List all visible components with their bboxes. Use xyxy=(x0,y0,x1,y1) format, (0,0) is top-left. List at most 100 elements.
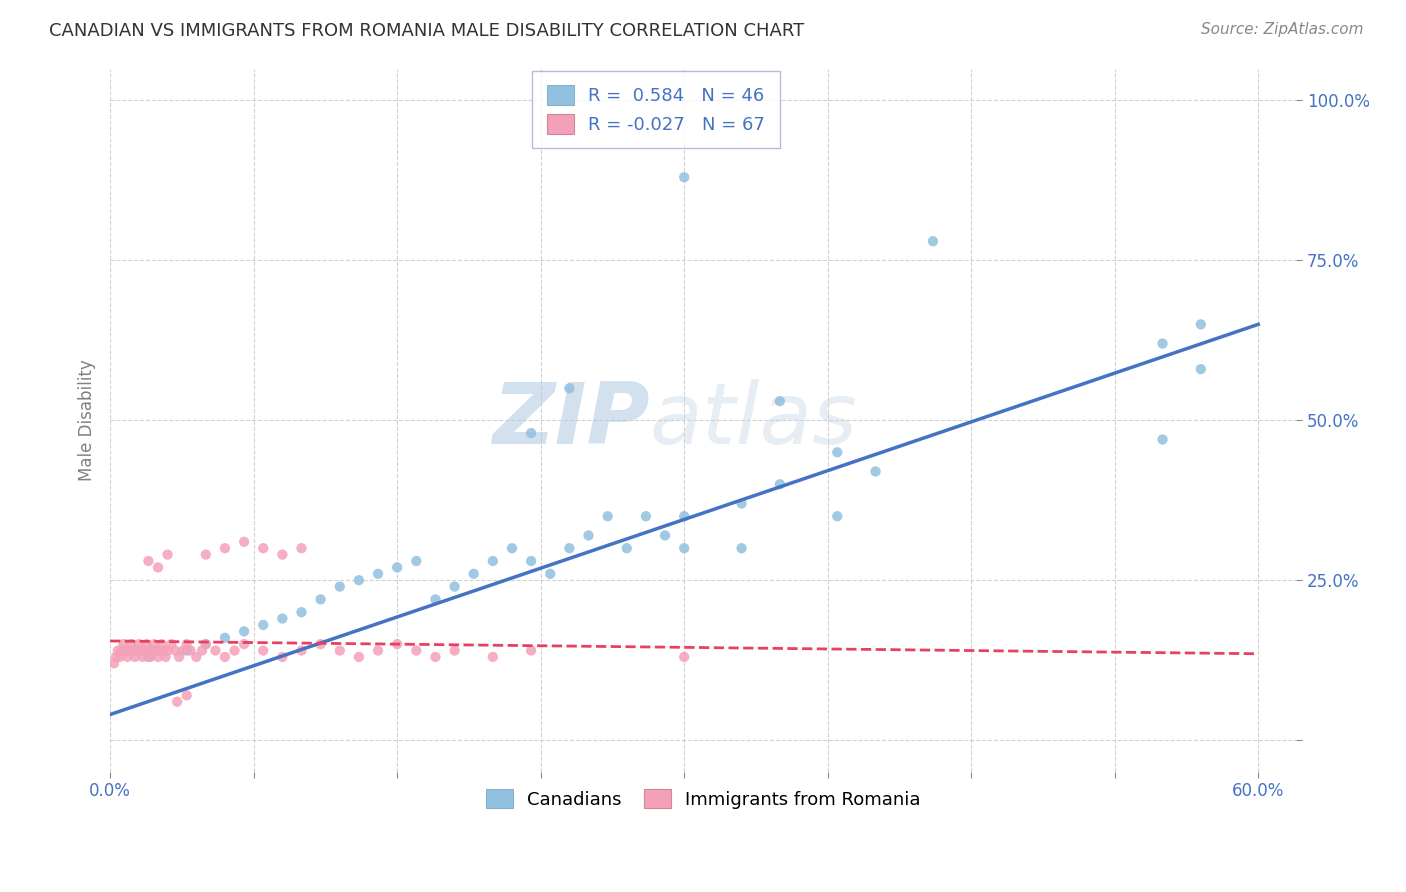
Point xyxy=(290,605,312,619)
Point xyxy=(104,649,127,664)
Point xyxy=(194,548,217,562)
Point xyxy=(520,426,543,441)
Point xyxy=(769,477,792,491)
Point xyxy=(634,509,657,524)
Point xyxy=(825,445,848,459)
Point xyxy=(347,573,370,587)
Point xyxy=(290,643,312,657)
Text: Source: ZipAtlas.com: Source: ZipAtlas.com xyxy=(1201,22,1364,37)
Point xyxy=(134,643,156,657)
Point xyxy=(165,643,187,657)
Point xyxy=(145,643,167,657)
Point xyxy=(125,643,148,657)
Point xyxy=(673,541,696,556)
Point xyxy=(103,657,125,671)
Point xyxy=(558,381,581,395)
Point xyxy=(233,637,256,651)
Point xyxy=(482,649,505,664)
Text: atlas: atlas xyxy=(650,379,858,462)
Point xyxy=(146,560,169,574)
Text: ZIP: ZIP xyxy=(492,379,650,462)
Point xyxy=(122,643,145,657)
Point xyxy=(108,649,131,664)
Point xyxy=(520,643,543,657)
Point xyxy=(252,541,274,556)
Point xyxy=(194,637,217,651)
Point xyxy=(138,554,160,568)
Point xyxy=(367,643,389,657)
Point xyxy=(309,637,332,651)
Point xyxy=(176,643,198,657)
Point xyxy=(730,496,752,510)
Point xyxy=(204,643,226,657)
Point xyxy=(150,637,173,651)
Point xyxy=(1189,362,1212,376)
Point xyxy=(149,643,172,657)
Point xyxy=(825,509,848,524)
Point xyxy=(329,643,352,657)
Point xyxy=(138,649,160,664)
Point xyxy=(194,637,217,651)
Point xyxy=(131,649,153,664)
Point xyxy=(166,695,188,709)
Legend: Canadians, Immigrants from Romania: Canadians, Immigrants from Romania xyxy=(478,781,928,816)
Point xyxy=(482,554,505,568)
Point xyxy=(252,643,274,657)
Point xyxy=(141,643,163,657)
Point xyxy=(520,554,543,568)
Point xyxy=(501,541,523,556)
Point xyxy=(180,643,202,657)
Point xyxy=(385,637,408,651)
Point xyxy=(385,560,408,574)
Point xyxy=(1152,336,1174,351)
Point xyxy=(538,566,561,581)
Point xyxy=(405,554,427,568)
Text: CANADIAN VS IMMIGRANTS FROM ROMANIA MALE DISABILITY CORRELATION CHART: CANADIAN VS IMMIGRANTS FROM ROMANIA MALE… xyxy=(49,22,804,40)
Point xyxy=(224,643,246,657)
Point xyxy=(558,541,581,556)
Point xyxy=(309,592,332,607)
Point xyxy=(443,580,465,594)
Point xyxy=(596,509,619,524)
Point xyxy=(673,509,696,524)
Point xyxy=(616,541,638,556)
Point xyxy=(114,643,136,657)
Point xyxy=(1189,318,1212,332)
Point xyxy=(186,649,208,664)
Point xyxy=(214,649,236,664)
Point xyxy=(425,592,447,607)
Point xyxy=(290,541,312,556)
Point xyxy=(673,649,696,664)
Point xyxy=(673,170,696,185)
Point xyxy=(156,548,179,562)
Point xyxy=(118,643,141,657)
Point xyxy=(112,637,135,651)
Y-axis label: Male Disability: Male Disability xyxy=(79,359,96,481)
Point xyxy=(214,541,236,556)
Point xyxy=(578,528,600,542)
Point xyxy=(107,643,129,657)
Point xyxy=(769,394,792,409)
Point xyxy=(167,649,190,664)
Point xyxy=(143,637,166,651)
Point xyxy=(111,643,134,657)
Point xyxy=(654,528,676,542)
Point xyxy=(730,541,752,556)
Point xyxy=(139,649,162,664)
Point xyxy=(271,649,294,664)
Point xyxy=(271,611,294,625)
Point xyxy=(214,631,236,645)
Point xyxy=(146,649,169,664)
Point xyxy=(135,637,157,651)
Point xyxy=(124,649,146,664)
Point xyxy=(155,649,177,664)
Point xyxy=(347,649,370,664)
Point xyxy=(172,643,194,657)
Point xyxy=(367,566,389,581)
Point xyxy=(233,624,256,639)
Point xyxy=(117,649,139,664)
Point xyxy=(120,637,142,651)
Point xyxy=(865,465,887,479)
Point xyxy=(233,534,256,549)
Point xyxy=(329,580,352,594)
